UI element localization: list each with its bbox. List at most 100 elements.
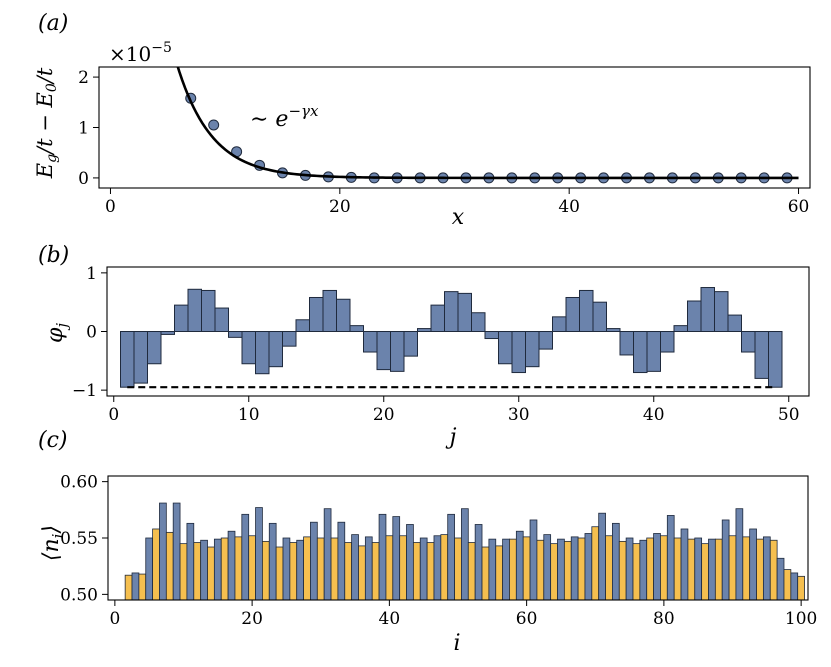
bar <box>700 287 715 333</box>
bar <box>783 569 792 601</box>
y-tick-label: 0.55 <box>60 529 98 549</box>
bar <box>378 513 387 601</box>
bar <box>268 522 277 601</box>
bar <box>543 534 552 601</box>
bar <box>344 542 353 601</box>
x-tick-label: 20 <box>373 405 395 425</box>
x-tick-label: 20 <box>329 197 351 217</box>
bar <box>390 331 405 372</box>
xlabel-b: j <box>445 425 457 450</box>
bar <box>525 331 540 368</box>
panel-label-c: (c) <box>38 428 68 453</box>
bar <box>511 331 526 374</box>
bar <box>461 508 469 601</box>
plot-frame <box>107 475 809 601</box>
bar <box>152 528 160 601</box>
bar <box>735 508 744 601</box>
bar <box>653 533 661 601</box>
x-tick-label: 40 <box>558 197 580 217</box>
bar <box>364 536 373 601</box>
bar <box>403 331 418 357</box>
bar <box>371 542 380 601</box>
bar <box>570 536 579 601</box>
bar <box>316 537 325 601</box>
y-tick-label: 1 <box>78 119 89 139</box>
bar <box>550 543 558 601</box>
bar <box>727 314 742 332</box>
bar <box>769 539 778 601</box>
bar <box>323 508 332 601</box>
bar <box>591 526 600 601</box>
bar <box>241 513 250 601</box>
bar <box>255 507 263 601</box>
bar <box>228 331 243 338</box>
bar <box>557 538 565 601</box>
bar <box>145 537 154 601</box>
bar <box>687 300 702 333</box>
panel-label-a: (a) <box>38 11 68 36</box>
x-tick-label: 40 <box>379 609 401 629</box>
bar <box>579 289 594 333</box>
bar <box>756 538 764 601</box>
bar <box>309 296 324 332</box>
bar <box>680 528 689 601</box>
bar <box>138 573 147 601</box>
x-tick-label: 30 <box>508 405 530 425</box>
y-tick-label: 0.50 <box>60 585 98 605</box>
bar <box>201 289 216 333</box>
bar <box>563 540 572 601</box>
bar <box>728 535 737 601</box>
bar <box>303 536 311 601</box>
ylabel-b: φj <box>43 323 71 343</box>
bar <box>248 535 256 601</box>
bar <box>481 546 490 601</box>
plot-c: 0 20 40 60 80 100 0.50 0.55 0.60 <box>60 473 817 629</box>
bar <box>515 530 524 601</box>
bar <box>754 331 769 379</box>
bar <box>776 557 785 601</box>
bar <box>701 543 709 601</box>
bar <box>598 512 606 601</box>
bar <box>358 545 366 601</box>
bar <box>673 325 688 332</box>
y-tick-label: 0.60 <box>60 473 98 493</box>
bar <box>502 538 510 601</box>
panel-label-b: (b) <box>38 243 69 268</box>
bar <box>392 516 401 601</box>
bar <box>605 535 613 601</box>
bar <box>322 289 337 333</box>
bar <box>498 331 513 365</box>
bar <box>165 531 174 601</box>
bar <box>426 542 435 601</box>
x-tick-label: 50 <box>778 405 800 425</box>
bar <box>488 538 497 601</box>
bar <box>174 304 189 333</box>
bar <box>552 316 567 333</box>
x-tick-label: 100 <box>785 609 817 629</box>
bar <box>234 536 243 601</box>
bar <box>687 538 696 601</box>
bar <box>714 291 729 332</box>
bar <box>200 539 208 601</box>
bar <box>268 331 283 368</box>
plot-b: 0 10 20 30 40 50 −1 0 1 <box>72 264 810 425</box>
panel-c: ⟨ni⟩ i 0 20 40 60 80 100 0.50 0.55 0.60 <box>39 473 817 656</box>
bar <box>376 331 391 371</box>
bar <box>714 538 723 601</box>
plot-frame <box>106 266 810 397</box>
bar <box>147 331 162 365</box>
bar <box>666 515 675 601</box>
bar <box>565 296 580 332</box>
bar <box>187 288 202 333</box>
bar <box>282 331 297 347</box>
panel-a: ×10−5 ∼ e−γx Eg/t − E0/t x 0 20 40 60 0 1 2 <box>33 40 811 230</box>
y-tick-label: 0 <box>86 323 97 343</box>
bar <box>349 325 364 332</box>
x-tick-label: 60 <box>516 609 538 629</box>
x-tick-label: 40 <box>643 405 665 425</box>
xlabel-a: x <box>452 205 465 230</box>
y-tick-label: 0 <box>78 169 89 189</box>
bar <box>296 539 304 601</box>
multiplier-label: ×10−5 <box>109 40 172 66</box>
